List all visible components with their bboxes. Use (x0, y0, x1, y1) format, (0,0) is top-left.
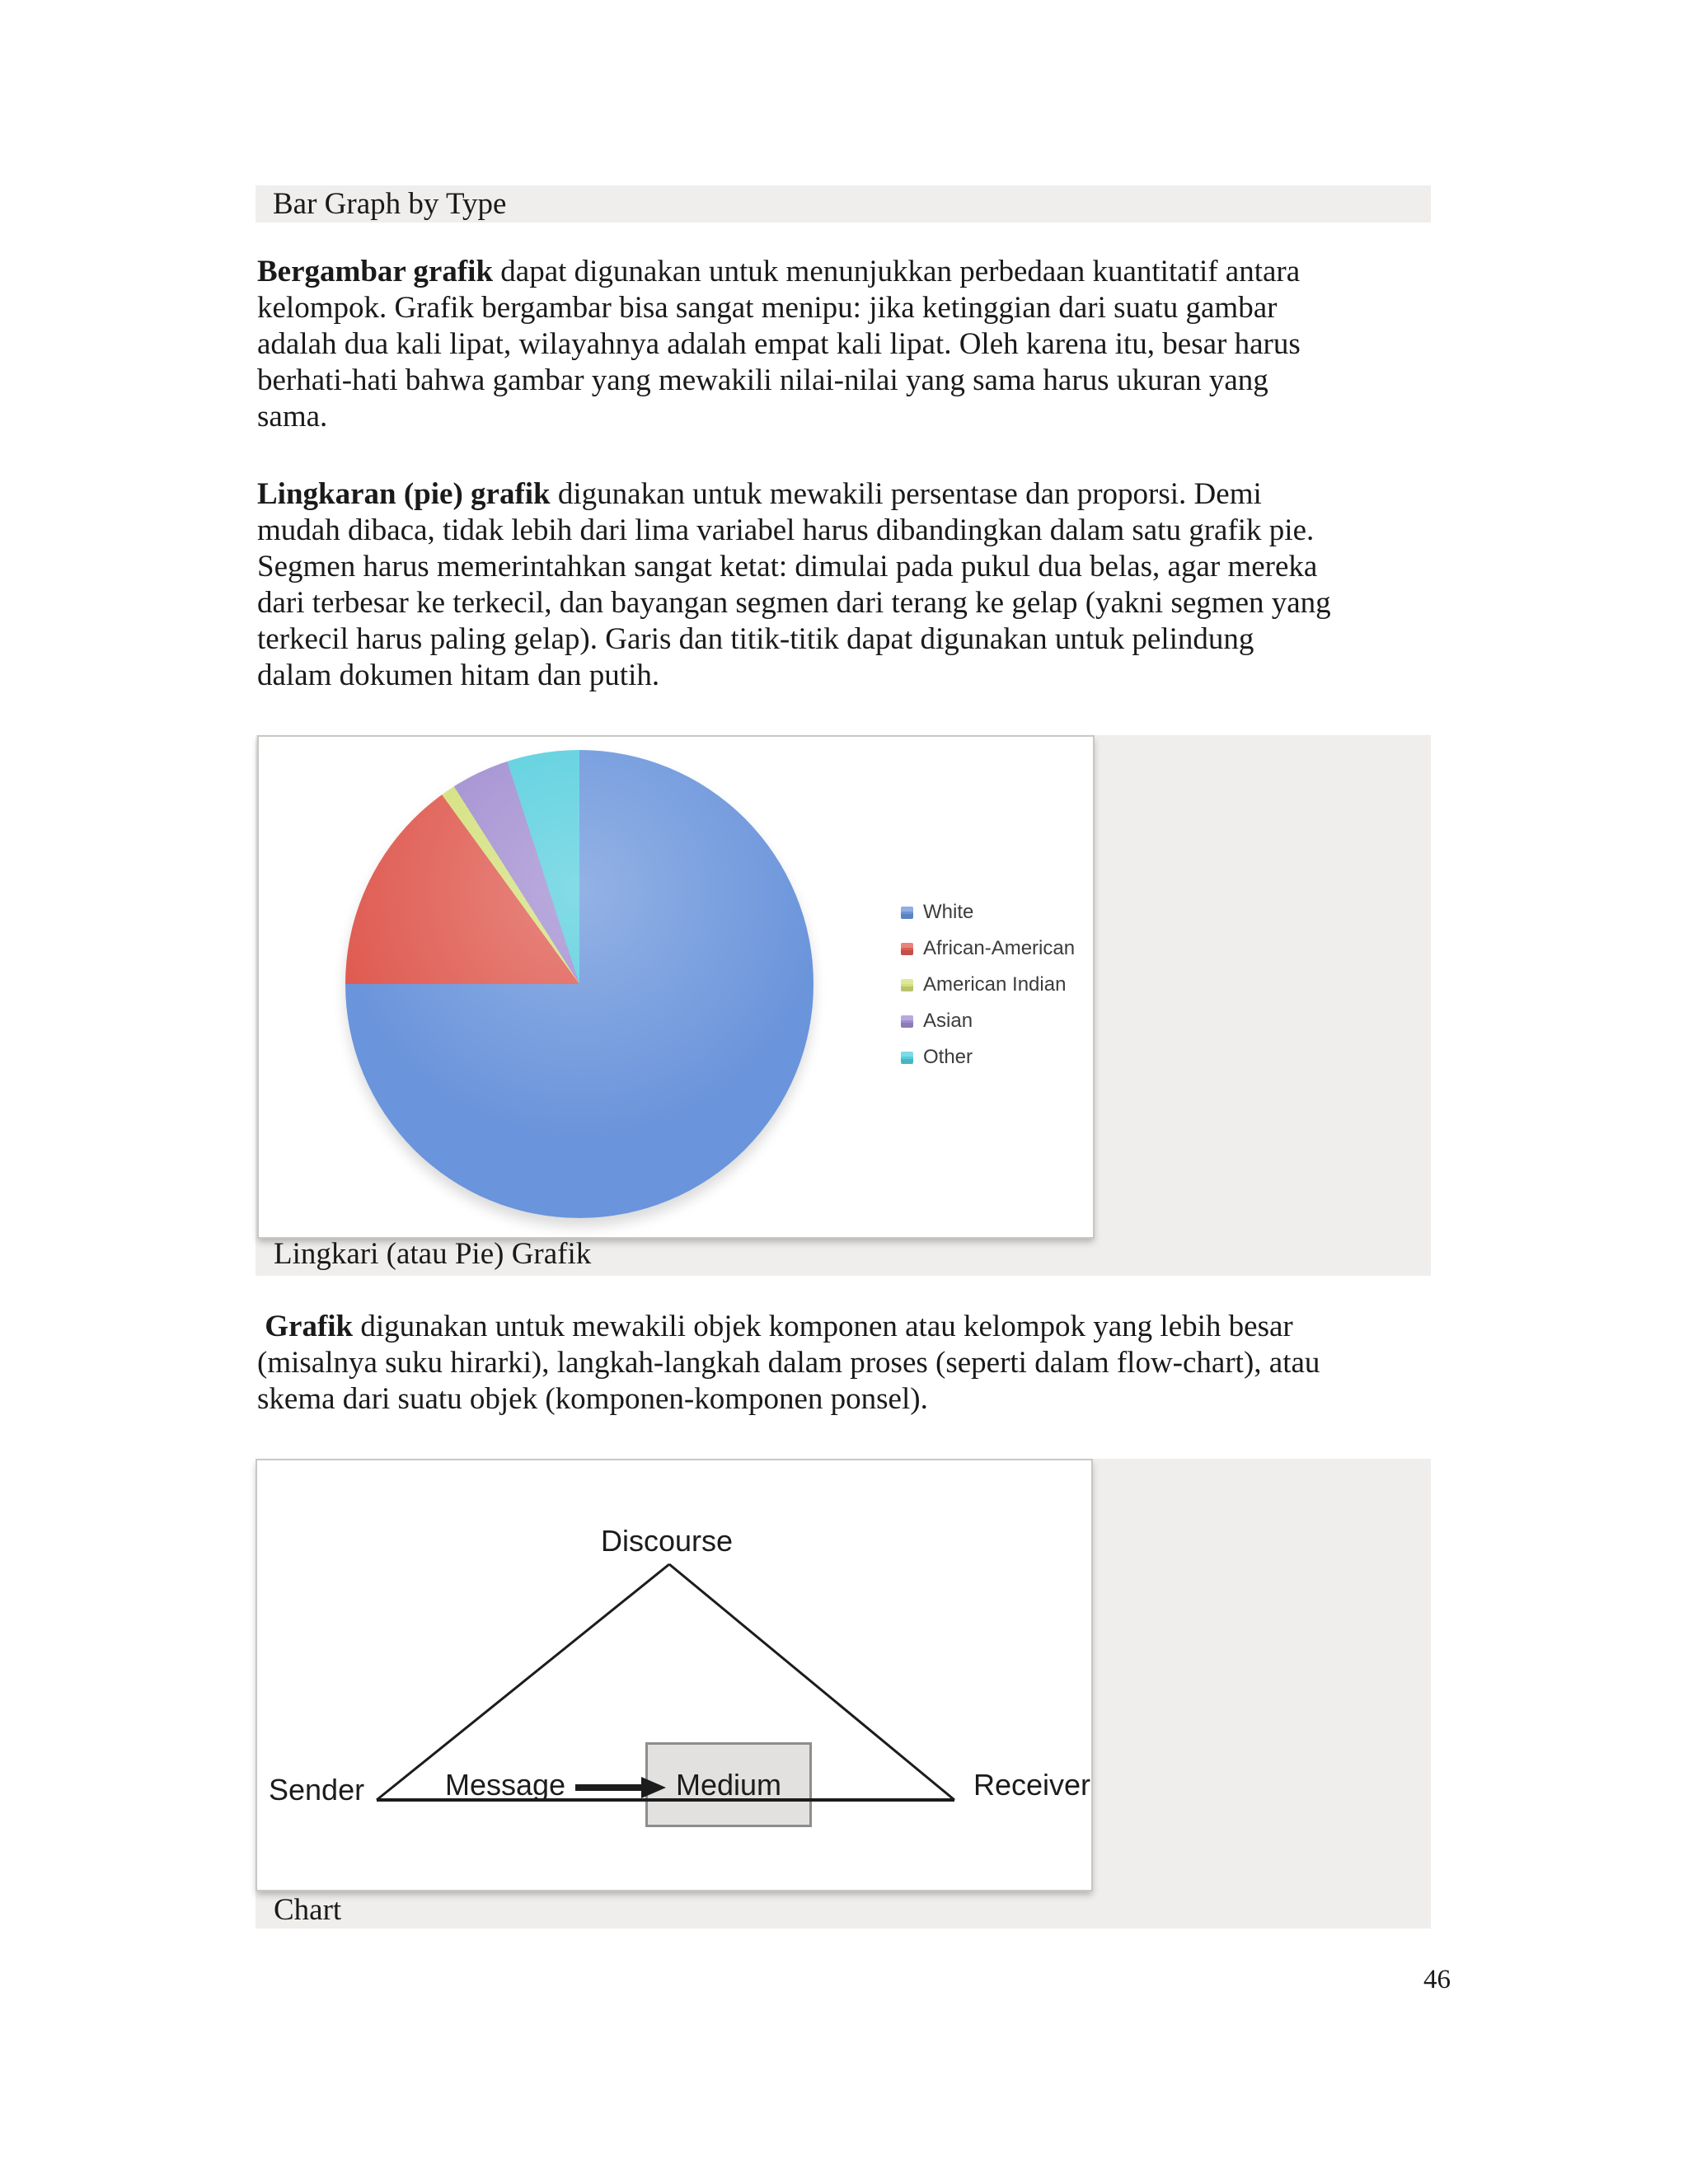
communication-triangle-diagram (376, 1563, 955, 1802)
legend-item: African-American (901, 936, 1075, 961)
paragraph-pictograph: Bergambar grafik dapat digunakan untuk m… (257, 254, 1469, 435)
legend-item: White (901, 900, 1075, 925)
legend-item: Asian (901, 1009, 1075, 1033)
triangle-left-side (376, 1563, 670, 1802)
legend-label: White (923, 901, 974, 923)
legend-item: Other (901, 1045, 1075, 1070)
triangle-right-side (668, 1563, 955, 1802)
legend-swatch-icon (901, 1015, 913, 1028)
paragraph-lead: Lingkaran (pie) grafik (257, 477, 551, 511)
legend-label: American Indian (923, 973, 1067, 996)
diagram-label-receiver: Receiver (973, 1768, 1091, 1802)
pie-chart (345, 750, 814, 1218)
diagram-label-message: Message (445, 1768, 566, 1802)
diagram-label-discourse: Discourse (600, 1524, 734, 1558)
paragraph-text: dapat digunakan untuk menunjukkan perbed… (257, 255, 1301, 434)
paragraph-lead: Grafik (257, 1310, 354, 1343)
diagram-label-sender: Sender (269, 1773, 365, 1807)
message-arrow-shaft (575, 1784, 645, 1791)
pie-legend: White African-American American Indian Asia… (901, 900, 1075, 1081)
paragraph-text: digunakan untuk mewakili persentase dan … (257, 477, 1331, 692)
legend-label: Other (923, 1046, 973, 1068)
section-header-title: Bar Graph by Type (273, 187, 507, 221)
legend-item: American Indian (901, 972, 1075, 997)
legend-label: Asian (923, 1010, 973, 1032)
legend-swatch-icon (901, 1051, 913, 1064)
paragraph-text: digunakan untuk mewakili objek komponen … (257, 1310, 1320, 1416)
paragraph-pie-graph: Lingkaran (pie) grafik digunakan untuk m… (257, 476, 1469, 694)
legend-swatch-icon (901, 906, 913, 919)
legend-label: African-American (923, 937, 1076, 959)
diagram-label-medium: Medium (675, 1768, 782, 1802)
medium-node-box (645, 1742, 812, 1827)
pie-figure-caption: Lingkari (atau Pie) Grafik (274, 1237, 592, 1271)
legend-swatch-icon (901, 978, 913, 991)
message-arrow-head-icon (641, 1777, 666, 1798)
page-number: 46 (1423, 1965, 1451, 1994)
legend-swatch-icon (901, 942, 913, 955)
paragraph-lead: Bergambar grafik (257, 255, 494, 288)
section-header-bar: Bar Graph by Type (256, 185, 1431, 223)
diagram-figure-caption: Chart (274, 1893, 342, 1927)
paragraph-chart: Grafik digunakan untuk mewakili objek ko… (257, 1309, 1469, 1418)
